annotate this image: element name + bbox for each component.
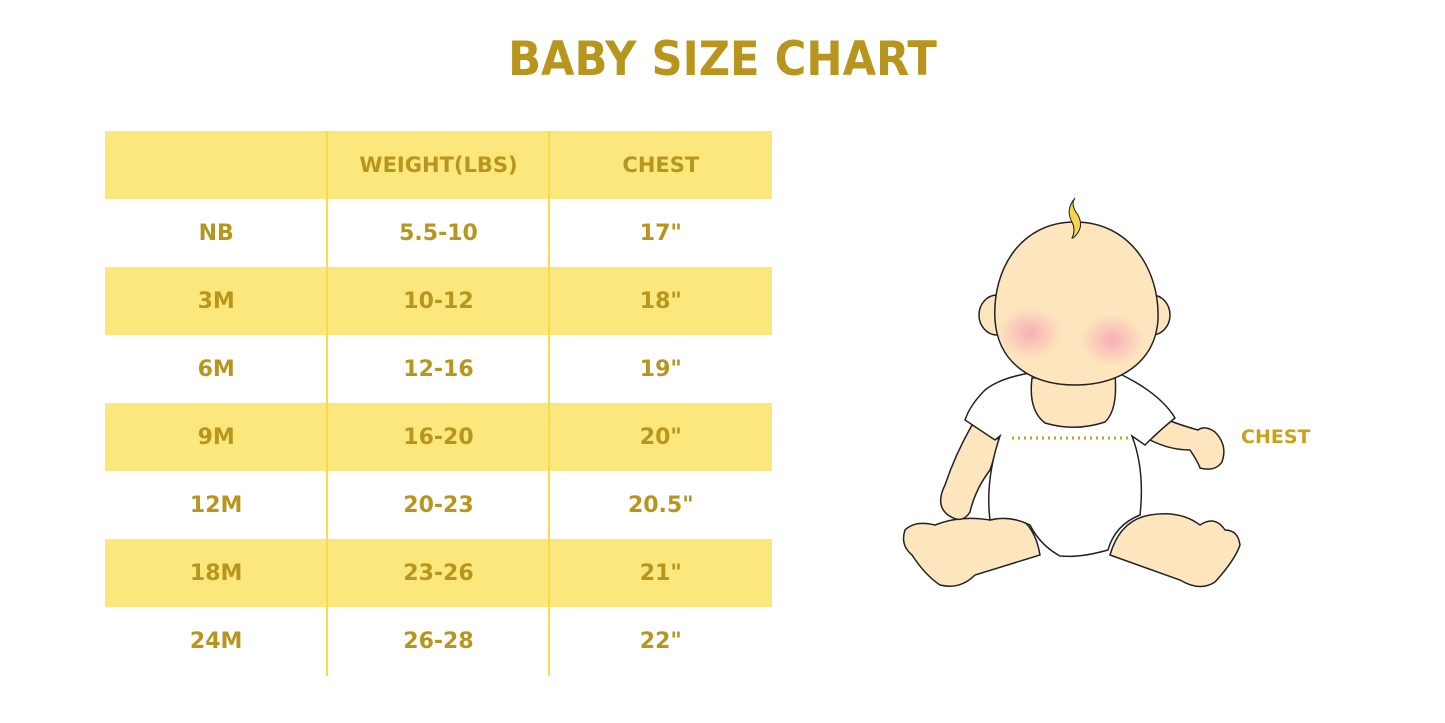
size-cell: 12M bbox=[189, 492, 243, 518]
column-divider bbox=[326, 131, 328, 676]
table-row: 9M 16-20 20" bbox=[105, 403, 772, 471]
table-header-row: WEIGHT(LBS) CHEST bbox=[105, 131, 772, 199]
chest-cell: 19" bbox=[639, 356, 682, 382]
chest-cell: 22" bbox=[639, 628, 682, 654]
table-row: 3M 10-12 18" bbox=[105, 267, 772, 335]
weight-cell: 23-26 bbox=[403, 560, 474, 586]
weight-cell: 10-12 bbox=[403, 288, 474, 314]
chest-cell: 20" bbox=[639, 424, 682, 450]
chest-cell: 18" bbox=[639, 288, 682, 314]
size-cell: 9M bbox=[197, 424, 235, 450]
size-cell: NB bbox=[198, 220, 234, 246]
weight-cell: 5.5-10 bbox=[399, 220, 478, 246]
size-table: WEIGHT(LBS) CHEST NB 5.5-10 17" 3M 10-12… bbox=[105, 131, 772, 675]
weight-cell: 12-16 bbox=[403, 356, 474, 382]
weight-cell: 16-20 bbox=[403, 424, 474, 450]
table-row: 12M 20-23 20.5" bbox=[105, 471, 772, 539]
column-divider bbox=[548, 131, 550, 676]
chest-cell: 17" bbox=[639, 220, 682, 246]
table-row: NB 5.5-10 17" bbox=[105, 199, 772, 267]
weight-cell: 26-28 bbox=[403, 628, 474, 654]
chest-cell: 20.5" bbox=[627, 492, 694, 518]
weight-cell: 20-23 bbox=[403, 492, 474, 518]
page-title: BABY SIZE CHART bbox=[508, 32, 937, 87]
table-row: 24M 26-28 22" bbox=[105, 607, 772, 675]
table-row: 6M 12-16 19" bbox=[105, 335, 772, 403]
size-cell: 6M bbox=[197, 356, 235, 382]
table-row: 18M 23-26 21" bbox=[105, 539, 772, 607]
chest-label: CHEST bbox=[1241, 426, 1311, 448]
size-cell: 24M bbox=[189, 628, 243, 654]
chest-cell: 21" bbox=[639, 560, 682, 586]
size-cell: 18M bbox=[189, 560, 243, 586]
header-cell-chest: CHEST bbox=[622, 153, 700, 177]
size-cell: 3M bbox=[197, 288, 235, 314]
header-cell-weight: WEIGHT(LBS) bbox=[359, 153, 518, 177]
